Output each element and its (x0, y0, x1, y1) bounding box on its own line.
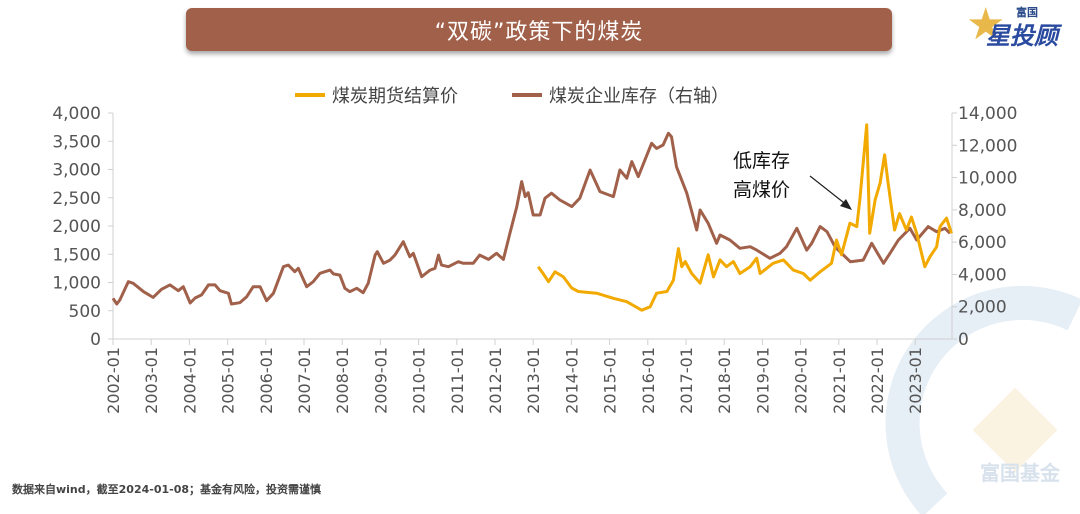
x-tick-label: 2009-01 (371, 347, 390, 414)
watermark-text: 富国基金 (980, 461, 1061, 485)
x-tick-label: 2002-01 (104, 347, 123, 414)
left-tick-label: 2,000 (52, 217, 101, 237)
left-tick-label: 1,500 (52, 245, 101, 265)
x-tick-label: 2013-01 (524, 347, 543, 414)
x-tick-label: 2023-01 (906, 347, 925, 414)
left-tick-label: 0 (90, 330, 101, 350)
annotation-line1: 低库存 (733, 150, 790, 172)
annotation-line2: 高煤价 (733, 179, 790, 201)
right-tick-label: 2,000 (958, 298, 1007, 318)
logo-main-text: 星投顾 (986, 22, 1058, 50)
x-tick-label: 2010-01 (410, 347, 429, 414)
x-tick-label: 2005-01 (219, 347, 238, 414)
legend-label-price: 煤炭期货结算价 (332, 86, 458, 107)
x-tick-label: 2011-01 (448, 347, 467, 414)
star-icon: ★ (966, 0, 1006, 50)
x-tick-label: 2012-01 (486, 347, 505, 414)
source-note: 数据来自wind，截至2024-01-08；基金有风险，投资需谨慎 (12, 483, 321, 496)
x-tick-label: 2007-01 (295, 347, 314, 414)
logo-top-text: 富国 (1016, 6, 1038, 19)
left-tick-label: 500 (69, 302, 101, 322)
left-tick-label: 1,000 (52, 274, 101, 294)
left-tick-label: 3,500 (52, 132, 101, 152)
x-tick-label: 2015-01 (601, 347, 620, 414)
right-tick-label: 10,000 (958, 169, 1017, 189)
arrow-head-icon (840, 199, 852, 210)
right-tick-label: 12,000 (958, 136, 1017, 156)
right-tick-label: 14,000 (958, 104, 1017, 124)
legend-label-inventory: 煤炭企业库存（右轴） (549, 86, 729, 107)
legend: 煤炭期货结算价 煤炭企业库存（右轴） (295, 86, 729, 107)
x-tick-label: 2016-01 (639, 347, 658, 414)
price-series-line (536, 123, 953, 312)
x-tick-label: 2020-01 (792, 347, 811, 414)
x-tick-label: 2018-01 (715, 347, 734, 414)
left-tick-label: 2,500 (52, 189, 101, 209)
left-tick-label: 3,000 (52, 161, 101, 181)
x-tick-label: 2021-01 (830, 347, 849, 414)
x-tick-label: 2022-01 (868, 347, 887, 414)
right-tick-label: 8,000 (958, 201, 1007, 221)
inventory-series-line (111, 131, 952, 306)
x-tick-label: 2004-01 (180, 347, 199, 414)
right-tick-label: 4,000 (958, 265, 1007, 285)
page-title: “双碳”政策下的煤炭 (434, 19, 644, 45)
annotation-arrow (809, 175, 849, 207)
title-banner: “双碳”政策下的煤炭 (186, 8, 892, 51)
x-tick-label: 2008-01 (333, 347, 352, 414)
left-tick-label: 4,000 (52, 104, 101, 124)
x-tick-label: 2017-01 (677, 347, 696, 414)
x-tick-label: 2019-01 (753, 347, 772, 414)
annotation: 低库存 高煤价 (733, 150, 852, 210)
x-tick-label: 2014-01 (562, 347, 581, 414)
brand-logo: ★ 富国 星投顾 (964, 0, 1074, 51)
watermark-arc (885, 285, 1080, 514)
right-tick-label: 6,000 (958, 233, 1007, 253)
right-tick-label: 0 (958, 330, 969, 350)
x-tick-label: 2006-01 (257, 347, 276, 414)
x-tick-label: 2003-01 (142, 347, 161, 414)
